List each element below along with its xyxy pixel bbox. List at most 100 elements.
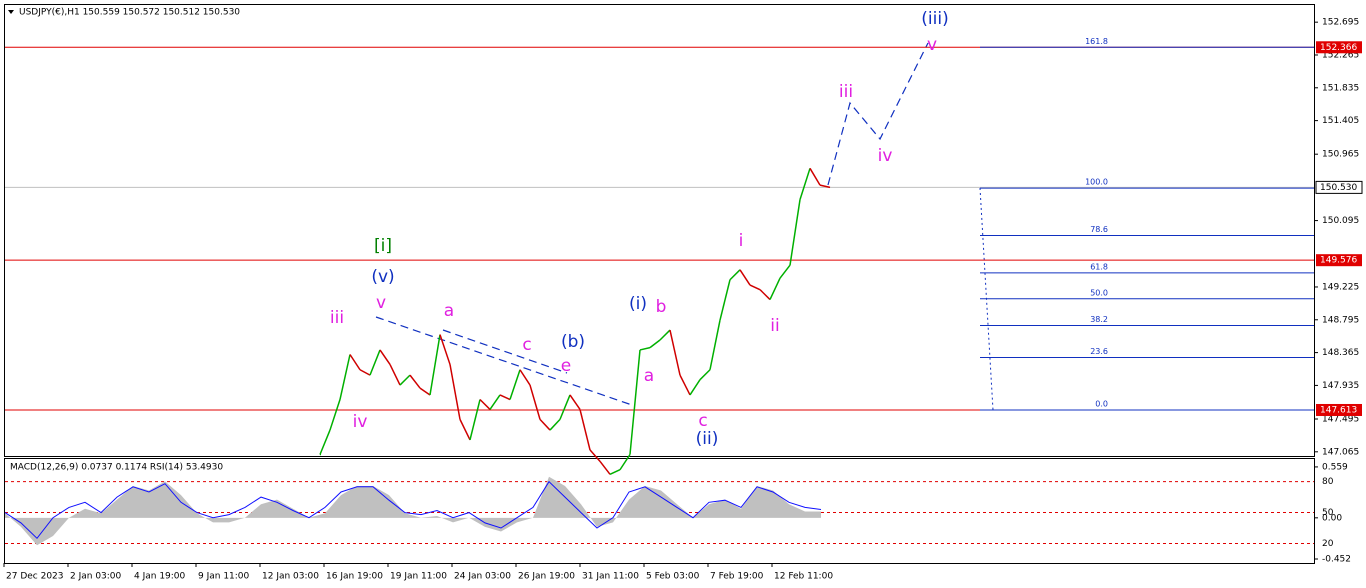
wave-label: v [376, 293, 386, 313]
x-tick-label: 26 Jan 19:00 [518, 572, 575, 582]
x-tick-label: 16 Jan 19:00 [326, 572, 383, 582]
level-label: 147.613 [1320, 405, 1357, 415]
fib-label: 38.2 [1090, 315, 1108, 324]
y-tick-label: 151.835 [1322, 83, 1359, 93]
price-segment [669, 329, 681, 376]
level-badge [1316, 403, 1362, 416]
main-panel [4, 4, 1315, 457]
rsi-tick-label: 50 [1322, 508, 1334, 518]
level-label: 152.366 [1320, 43, 1357, 53]
level-badge [1316, 254, 1362, 267]
y-tick-label: 149.225 [1322, 282, 1359, 292]
x-tick-label: 5 Feb 03:00 [646, 572, 700, 582]
rsi-tick-label: 20 [1322, 539, 1334, 549]
x-tick-label: 12 Feb 11:00 [774, 572, 833, 582]
wave-label: ii [770, 316, 779, 336]
price-segment [789, 199, 801, 266]
rsi-tick-label: 80 [1322, 477, 1334, 487]
price-segment [549, 418, 561, 431]
wave-label: (i) [629, 294, 647, 314]
y-tick-label: 150.095 [1322, 216, 1359, 226]
macd-tick-label: 0.559 [1322, 462, 1348, 472]
price-segment [429, 334, 441, 396]
price-segment [499, 394, 511, 401]
price-segment [419, 387, 431, 396]
wave-label: c [522, 335, 531, 355]
fib-label: 0.0 [1095, 399, 1108, 408]
wave-label: b [656, 297, 667, 317]
price-segment [529, 384, 541, 420]
x-tick-label: 19 Jan 11:00 [390, 572, 447, 582]
fib-label: 100.0 [1085, 178, 1108, 187]
wave-label: iii [330, 308, 344, 328]
price-segment [619, 454, 631, 471]
price-segment [539, 418, 551, 431]
price-segment [349, 354, 361, 371]
x-tick-label: 9 Jan 11:00 [198, 572, 250, 582]
price-segment [639, 346, 651, 351]
price-segment [659, 329, 671, 341]
price-segment [709, 320, 721, 370]
wave-label: i [739, 231, 744, 251]
macd-tick-label: -0.452 [1322, 554, 1351, 564]
y-tick-label: 147.065 [1322, 447, 1359, 457]
price-segment [389, 364, 401, 386]
wave-label: (b) [561, 332, 585, 352]
price-segment [509, 369, 521, 400]
fib-label: 23.6 [1090, 347, 1108, 356]
x-tick-label: 31 Jan 11:00 [582, 572, 639, 582]
x-tick-label: 24 Jan 03:00 [454, 572, 511, 582]
menu-arrow[interactable] [8, 10, 14, 14]
price-segment [689, 379, 701, 396]
fib-label: 161.8 [1085, 37, 1108, 46]
wave-projection [375, 42, 929, 406]
price-segment [809, 167, 821, 186]
x-tick-label: 12 Jan 03:00 [262, 572, 319, 582]
x-tick-label: 4 Jan 19:00 [134, 572, 186, 582]
y-tick-label: 152.265 [1322, 50, 1359, 60]
wave-label: (v) [371, 267, 394, 287]
price-label: 150.530 [1320, 183, 1357, 193]
wave-label: e [561, 356, 571, 376]
wave-label: iii [839, 82, 853, 102]
price-segment [459, 419, 471, 441]
price-segment [819, 184, 831, 189]
price-segment [519, 369, 531, 386]
price-segment [749, 284, 761, 291]
price-segment [319, 429, 331, 455]
price-segment [479, 398, 491, 410]
price-segment [559, 394, 571, 420]
x-tick-label: 27 Dec 2023 [6, 572, 64, 582]
macd-tick-label: 0.00 [1322, 513, 1342, 523]
y-tick-label: 147.935 [1322, 381, 1359, 391]
price-badge [1315, 180, 1363, 194]
price-segment [489, 394, 501, 410]
price-segment [369, 349, 381, 376]
price-segment [799, 168, 811, 200]
x-tick-label: 2 Jan 03:00 [70, 572, 122, 582]
price-segment [569, 394, 581, 410]
y-tick-label: 148.795 [1322, 315, 1359, 325]
wave-label: v [927, 35, 937, 55]
wave-label: (ii) [696, 429, 719, 449]
price-segment [729, 269, 741, 281]
price-segment [439, 334, 451, 365]
y-tick-label: 147.495 [1322, 414, 1359, 424]
price-segment [779, 264, 791, 279]
wave-label: c [698, 411, 707, 431]
fib-label: 50.0 [1090, 288, 1108, 297]
price-segment [449, 364, 461, 420]
price-segment [399, 374, 411, 386]
rsi-line [4, 480, 822, 540]
price-segment [339, 354, 351, 400]
price-segment [629, 349, 641, 455]
price-segment [739, 269, 751, 286]
price-segment [699, 369, 711, 381]
wave-label: [i] [374, 236, 392, 256]
macd-area [5, 476, 821, 546]
y-tick-label: 150.965 [1322, 150, 1359, 160]
level-badge [1316, 41, 1362, 54]
level-label: 149.576 [1320, 256, 1357, 266]
price-segment [469, 399, 481, 441]
